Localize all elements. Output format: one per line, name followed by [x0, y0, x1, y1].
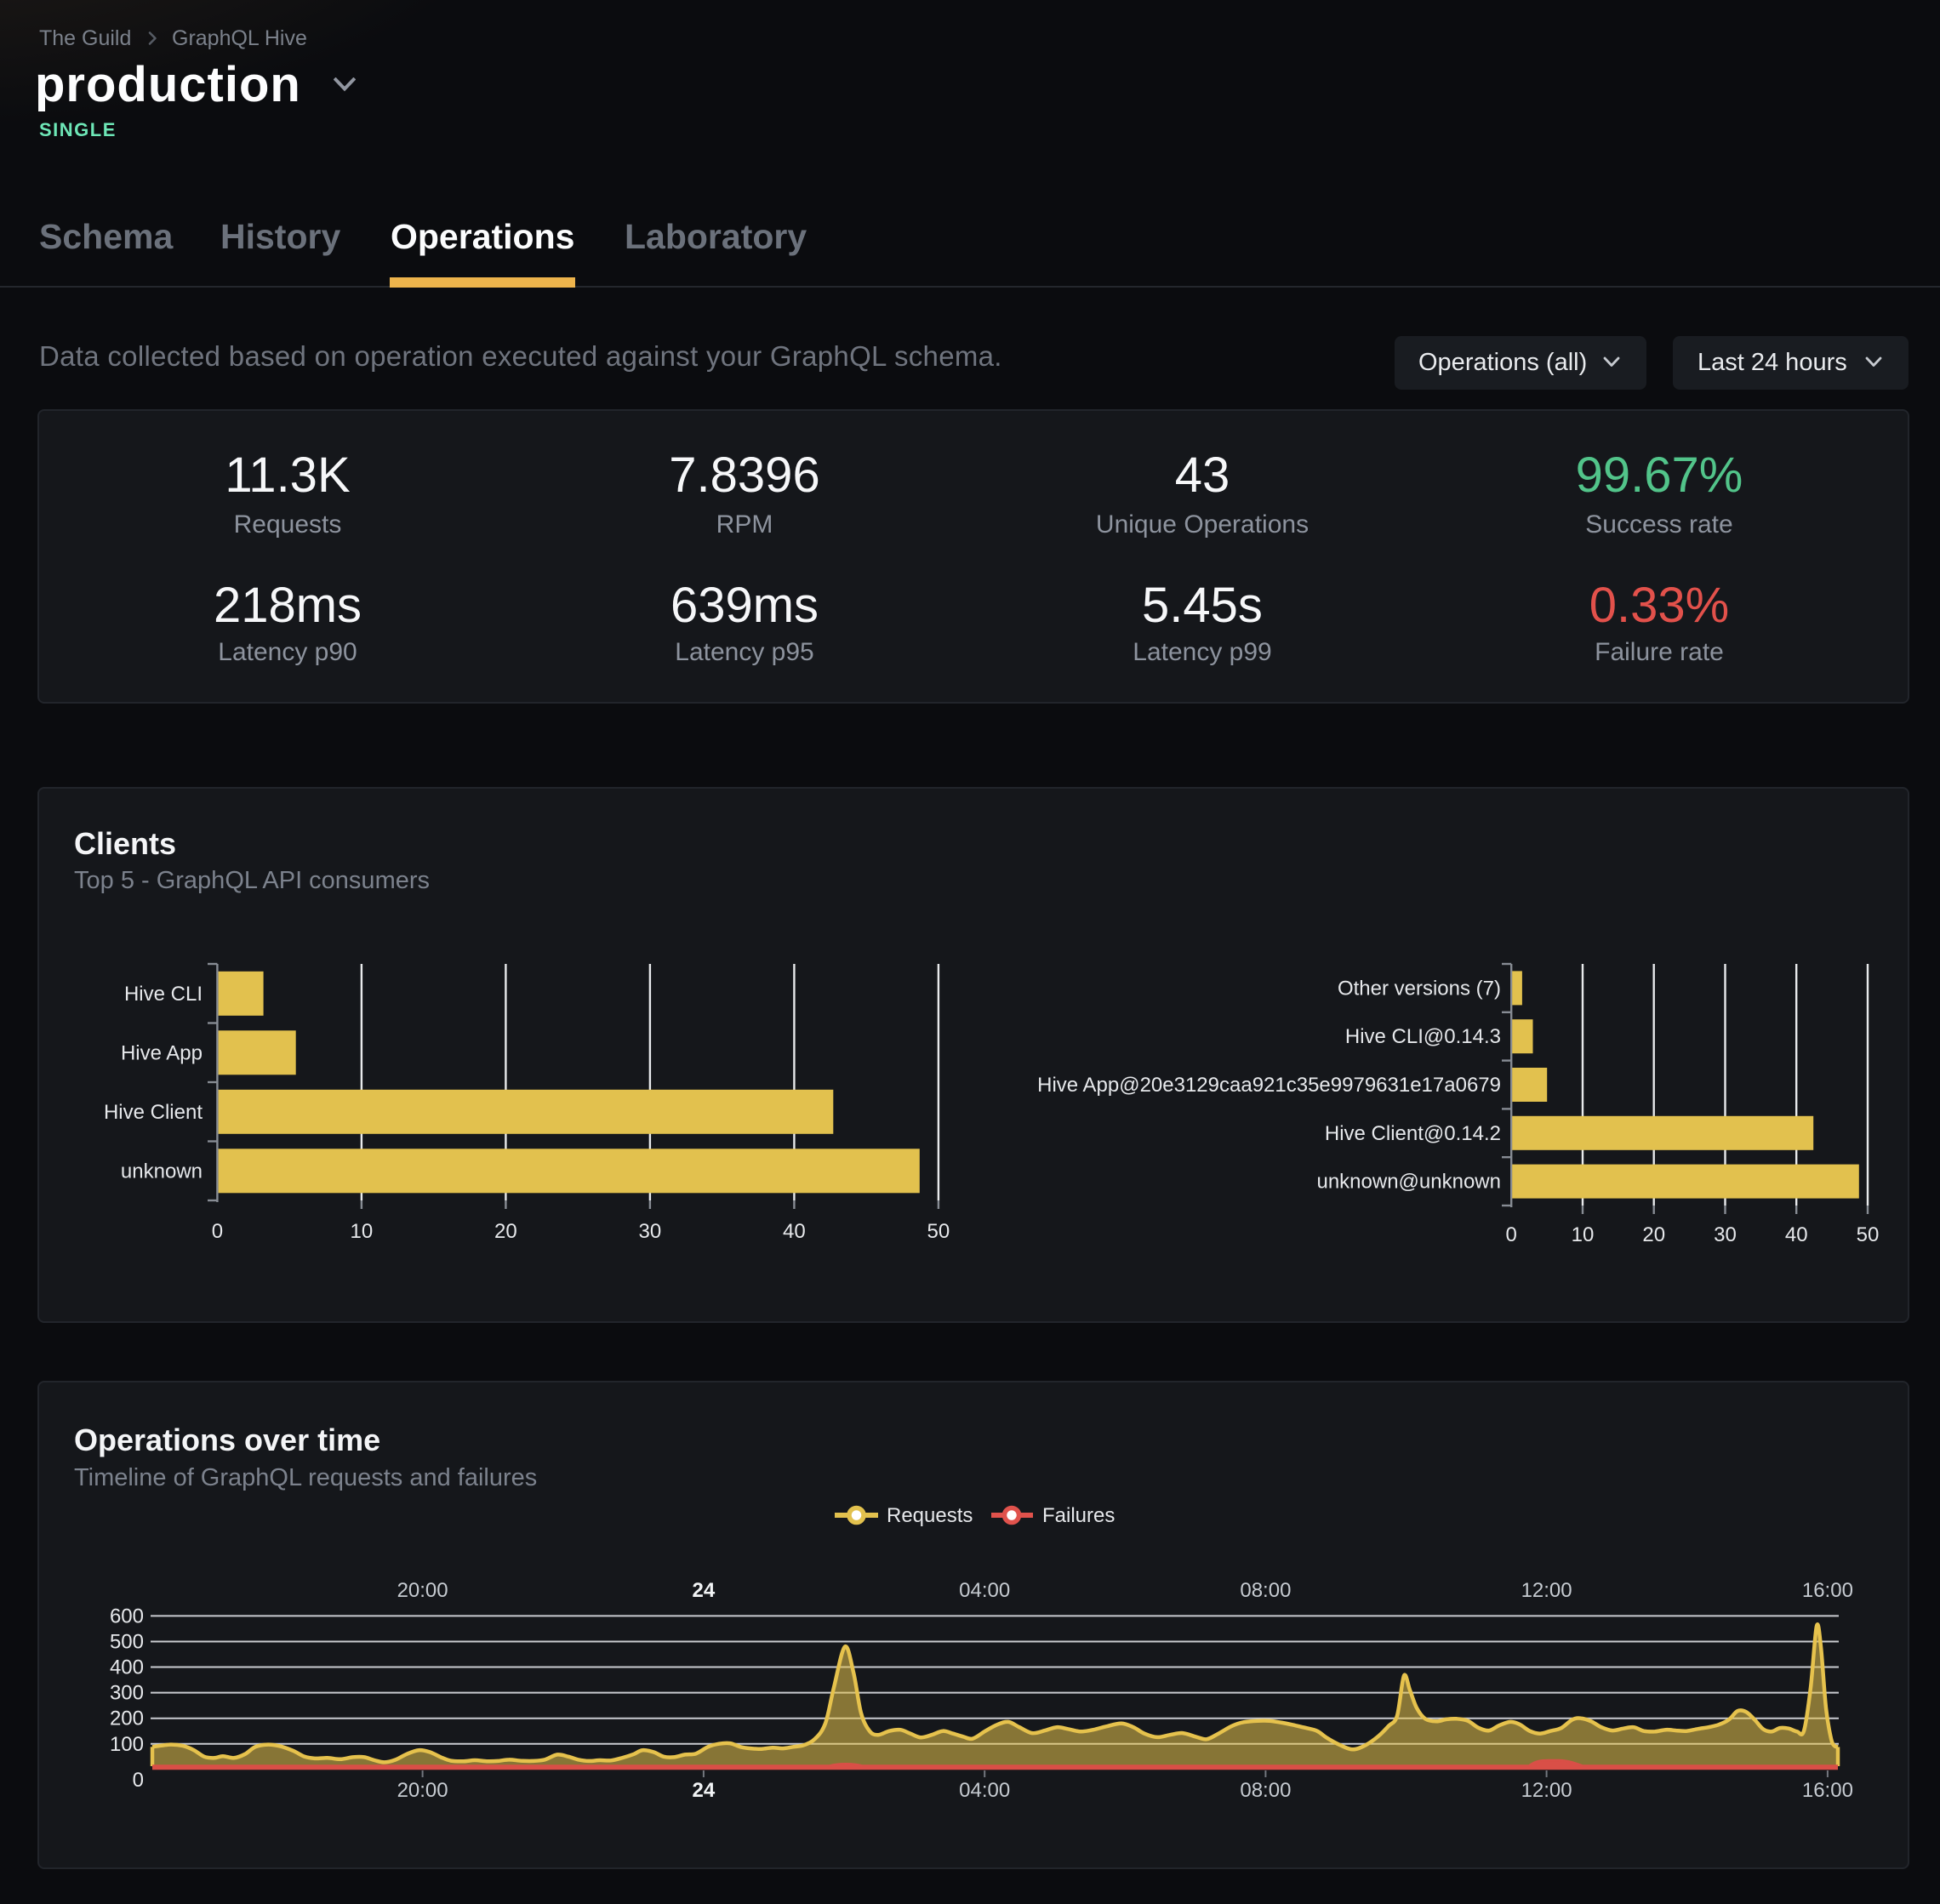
- svg-text:10: 10: [351, 1220, 374, 1243]
- svg-text:50: 50: [927, 1220, 950, 1243]
- svg-text:16:00: 16:00: [1802, 1579, 1853, 1602]
- svg-text:30: 30: [1714, 1223, 1737, 1246]
- svg-text:20:00: 20:00: [397, 1579, 448, 1602]
- svg-text:600: 600: [110, 1605, 144, 1628]
- svg-text:Hive App: Hive App: [121, 1041, 203, 1064]
- svg-text:12:00: 12:00: [1521, 1579, 1572, 1602]
- svg-text:20: 20: [494, 1220, 517, 1243]
- svg-text:08:00: 08:00: [1240, 1779, 1291, 1802]
- svg-text:unknown: unknown: [121, 1160, 203, 1183]
- svg-text:400: 400: [110, 1656, 144, 1679]
- svg-text:04:00: 04:00: [959, 1579, 1010, 1602]
- svg-text:Hive Client@0.14.2: Hive Client@0.14.2: [1325, 1122, 1501, 1145]
- svg-text:Hive Client: Hive Client: [104, 1101, 203, 1124]
- svg-text:Hive CLI: Hive CLI: [124, 983, 203, 1006]
- svg-text:12:00: 12:00: [1521, 1779, 1572, 1802]
- svg-text:500: 500: [110, 1631, 144, 1654]
- svg-text:40: 40: [783, 1220, 806, 1243]
- svg-text:0: 0: [212, 1220, 223, 1243]
- svg-text:Requests: Requests: [887, 1504, 973, 1527]
- svg-text:08:00: 08:00: [1240, 1579, 1291, 1602]
- svg-text:0: 0: [1506, 1223, 1517, 1246]
- svg-text:Hive CLI@0.14.3: Hive CLI@0.14.3: [1345, 1025, 1501, 1048]
- svg-text:100: 100: [110, 1733, 144, 1756]
- svg-text:unknown@unknown: unknown@unknown: [1316, 1171, 1501, 1194]
- svg-text:24: 24: [693, 1579, 716, 1602]
- svg-text:300: 300: [110, 1682, 144, 1705]
- svg-text:Hive App@20e3129caa921c35e9979: Hive App@20e3129caa921c35e9979631e17a067…: [1037, 1074, 1501, 1097]
- svg-text:04:00: 04:00: [959, 1779, 1010, 1802]
- svg-text:Failures: Failures: [1042, 1504, 1115, 1527]
- svg-text:0: 0: [133, 1769, 144, 1792]
- svg-text:10: 10: [1572, 1223, 1595, 1246]
- svg-text:20:00: 20:00: [397, 1779, 448, 1802]
- svg-text:200: 200: [110, 1707, 144, 1730]
- svg-text:24: 24: [693, 1779, 716, 1802]
- svg-text:16:00: 16:00: [1802, 1779, 1853, 1802]
- svg-text:40: 40: [1785, 1223, 1808, 1246]
- svg-text:Other versions (7): Other versions (7): [1338, 977, 1501, 1000]
- svg-text:50: 50: [1857, 1223, 1880, 1246]
- svg-text:30: 30: [639, 1220, 662, 1243]
- svg-text:20: 20: [1642, 1223, 1665, 1246]
